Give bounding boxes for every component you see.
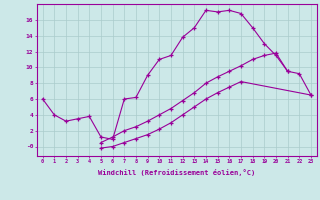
X-axis label: Windchill (Refroidissement éolien,°C): Windchill (Refroidissement éolien,°C) [98, 169, 255, 176]
